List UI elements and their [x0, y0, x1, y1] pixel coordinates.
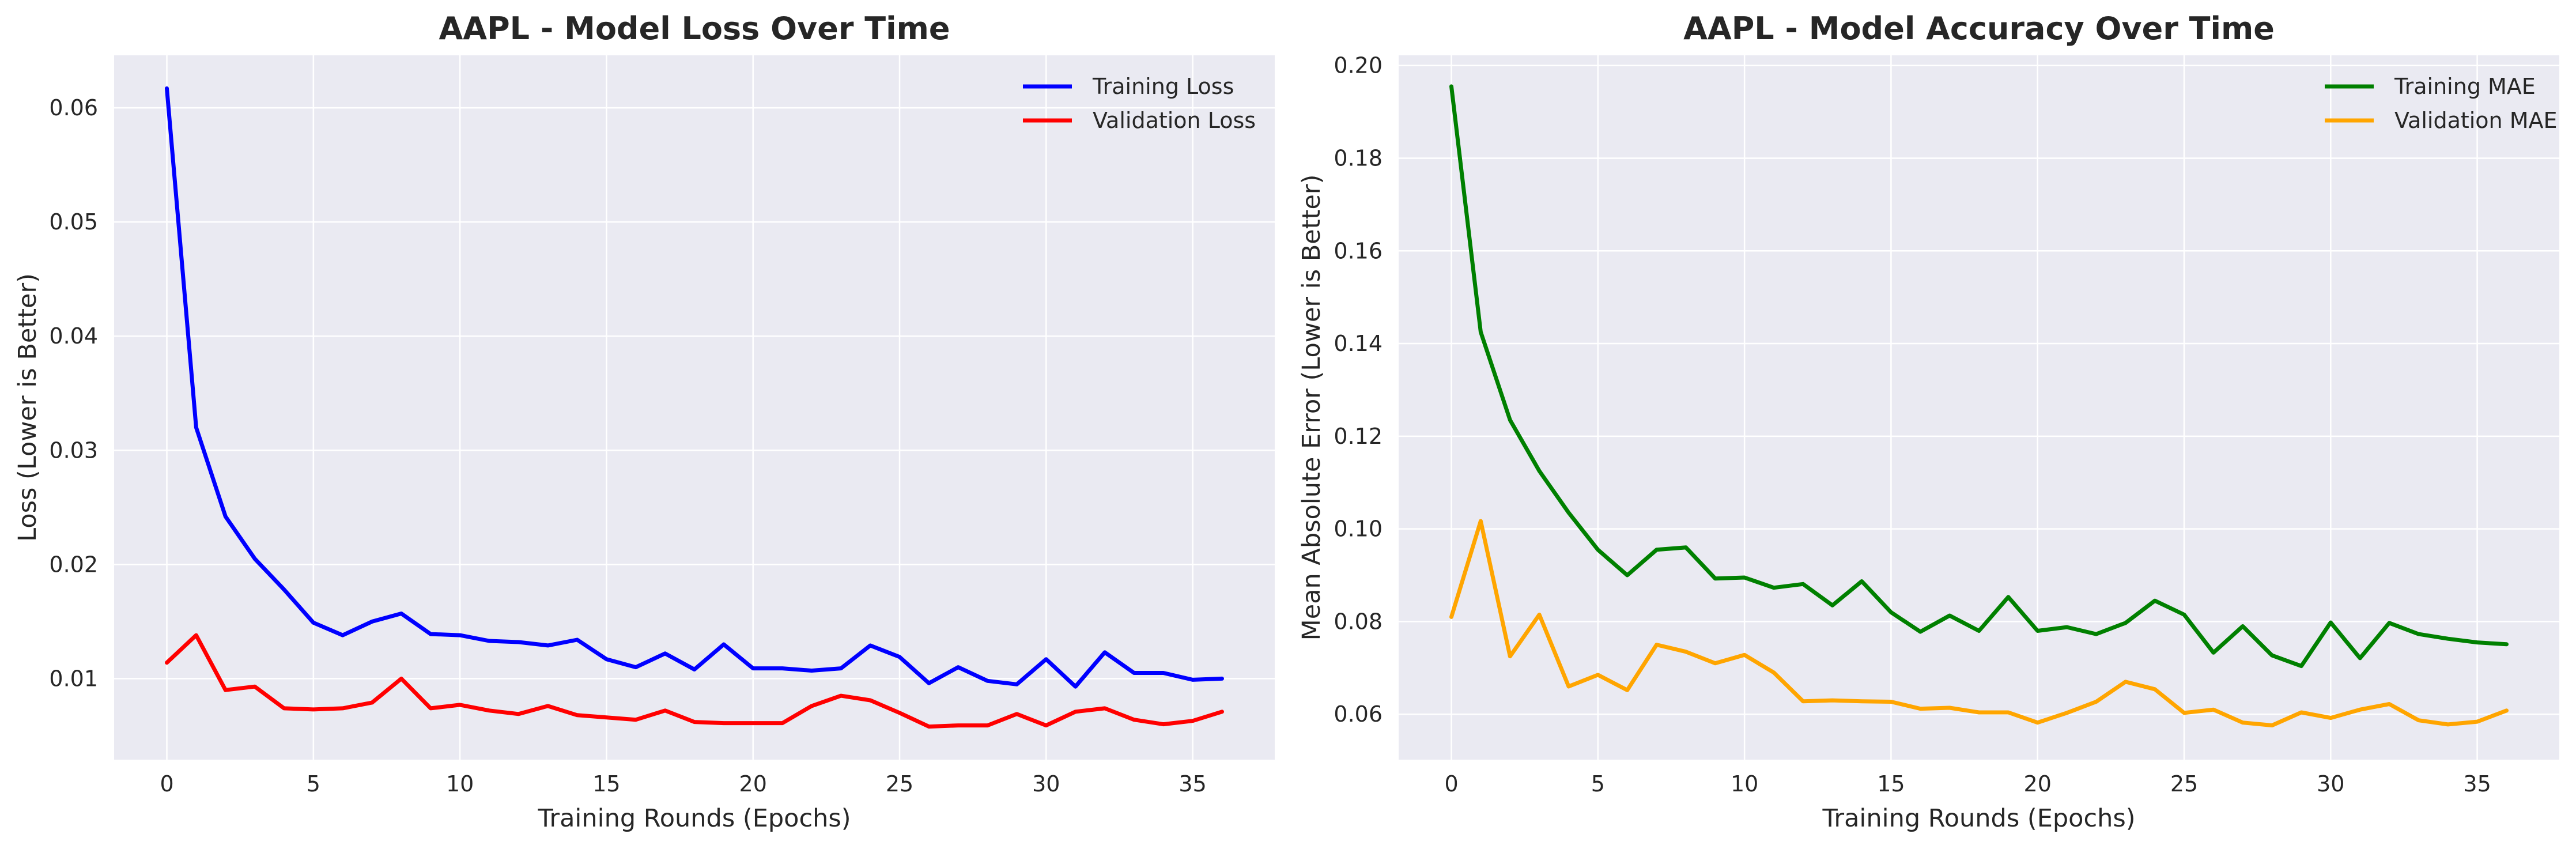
loss-y-axis-label: Loss (Lower is Better): [13, 273, 42, 542]
loss-x-tick-label: 0: [160, 771, 173, 797]
loss-y-tick-label: 0.03: [49, 437, 98, 463]
loss-x-tick-label: 30: [1032, 771, 1060, 797]
mae-y-tick-label: 0.06: [1334, 701, 1383, 727]
loss-x-tick-label: 35: [1179, 771, 1206, 797]
loss-y-tick-label: 0.05: [49, 209, 98, 235]
mae-chart-panel: 0 5 10 15 20 25 30 35 0.060.080.100.120.140.160…: [1297, 10, 2559, 833]
mae-x-tick-label: 15: [1877, 771, 1905, 797]
mae-x-ticks: 0 5 10 15 20 25 30 35: [1444, 771, 2491, 797]
mae-plot-area: [1399, 55, 2559, 760]
loss-plot-area: [114, 55, 1275, 760]
mae-x-tick-label: 20: [2024, 771, 2052, 797]
series-line-validation-mae: [1449, 519, 2509, 727]
loss-y-tick-label: 0.04: [49, 323, 98, 349]
loss-chart-panel: 0 5 10 15 20 25 30 35 0.010.020.030.040.050.06 …: [13, 10, 1275, 833]
mae-x-tick-label: 30: [2317, 771, 2344, 797]
legend-label-validation-loss: Validation Loss: [1093, 108, 1256, 133]
mae-y-tick-label: 0.12: [1334, 424, 1383, 449]
legend-label-validation-mae: Validation MAE: [2394, 108, 2558, 133]
mae-y-tick-label: 0.10: [1334, 516, 1383, 542]
mae-legend: Training MAE Validation MAE: [2325, 74, 2558, 133]
loss-y-ticks: 0.01 0.02 0.03 0.04 0.05 0.06: [49, 95, 98, 691]
mae-y-ticks: 0.06 0.08 0.10 0.12 0.14 0.16 0.18 0.20: [1334, 53, 1383, 727]
loss-y-tick-label: 0.02: [49, 552, 98, 577]
mae-y-tick-label: 0.14: [1334, 331, 1383, 356]
mae-y-tick-label: 0.18: [1334, 145, 1383, 171]
series-line-validation-loss: [165, 633, 1224, 729]
legend-label-training-loss: Training Loss: [1092, 74, 1234, 99]
mae-x-tick-label: 0: [1444, 771, 1458, 797]
series-line-training-loss: [165, 86, 1224, 689]
series-line-training-mae: [1449, 84, 2509, 669]
mae-chart-title: AAPL - Model Accuracy Over Time: [1683, 10, 2275, 47]
mae-x-tick-label: 10: [1731, 771, 1758, 797]
mae-x-tick-label: 25: [2170, 771, 2198, 797]
loss-x-tick-label: 15: [592, 771, 620, 797]
loss-x-tick-label: 5: [307, 771, 320, 797]
loss-x-tick-label: 20: [739, 771, 767, 797]
loss-x-tick-label: 25: [886, 771, 913, 797]
legend-label-training-mae: Training MAE: [2394, 74, 2536, 99]
mae-lines: [1449, 84, 2509, 727]
mae-x-tick-label: 5: [1591, 771, 1605, 797]
loss-y-tick-label: 0.01: [49, 666, 98, 691]
loss-legend: Training Loss Validation Loss: [1023, 74, 1256, 133]
loss-lines: [165, 86, 1224, 729]
loss-grid: [114, 55, 1275, 760]
loss-x-axis-label: Training Rounds (Epochs): [537, 804, 851, 833]
loss-x-tick-label: 10: [446, 771, 474, 797]
mae-x-tick-label: 35: [2463, 771, 2491, 797]
loss-chart-title: AAPL - Model Loss Over Time: [439, 10, 950, 47]
mae-y-tick-label: 0.16: [1334, 238, 1383, 263]
mae-x-axis-label: Training Rounds (Epochs): [1822, 804, 2135, 833]
mae-y-tick-label: 0.20: [1334, 53, 1383, 78]
loss-y-tick-label: 0.06: [49, 95, 98, 120]
loss-x-ticks: 0 5 10 15 20 25 30 35: [160, 771, 1206, 797]
mae-y-axis-label: Mean Absolute Error (Lower is Better): [1297, 175, 1326, 641]
mae-y-tick-label: 0.08: [1334, 609, 1383, 634]
